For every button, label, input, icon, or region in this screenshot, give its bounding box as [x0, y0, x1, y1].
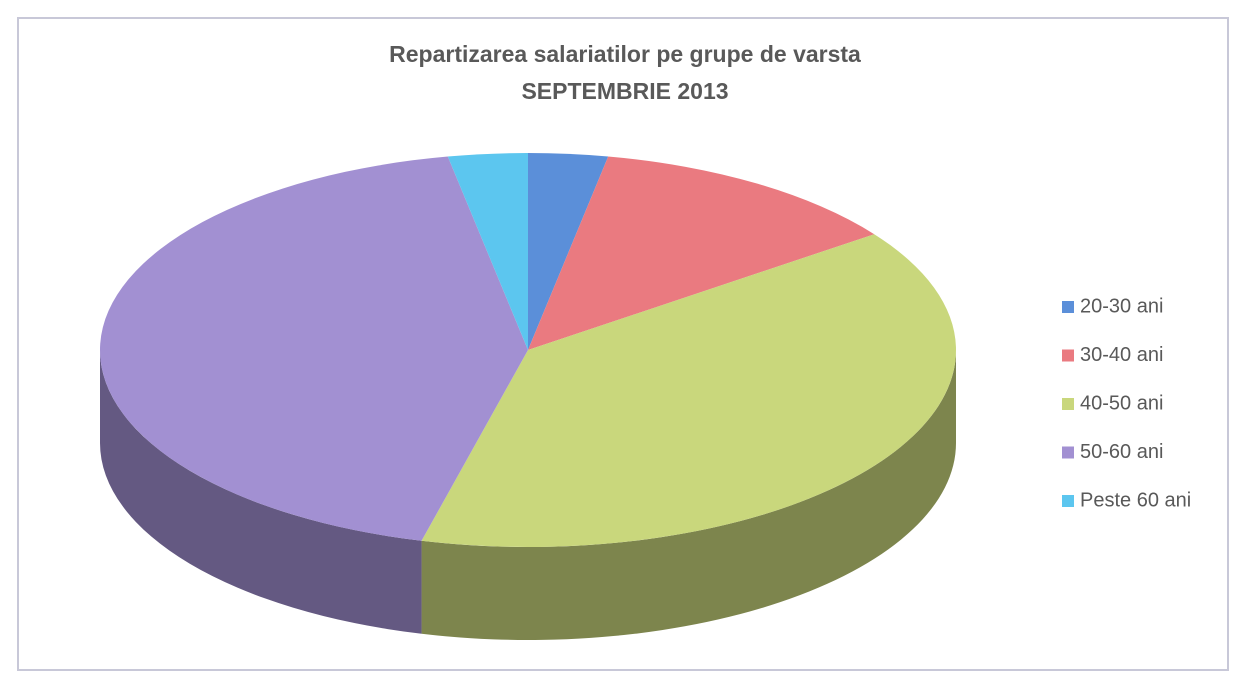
- slice-side: [421, 350, 956, 640]
- legend: 20-30 ani 30-40 ani 40-50 ani 50-60 ani Pest…: [1062, 295, 1191, 511]
- slice: [528, 153, 609, 350]
- legend-label: 30-40 ani: [1080, 344, 1163, 366]
- legend-label: 20-30 ani: [1080, 295, 1163, 317]
- legend-label: 40-50 ani: [1080, 392, 1163, 414]
- chart-subtitle: SEPTEMBRIE 2013: [521, 78, 728, 104]
- legend-swatch: [1062, 446, 1074, 459]
- slice: [447, 153, 528, 350]
- slice-side: [100, 350, 422, 634]
- slice: [528, 156, 875, 350]
- legend-swatch: [1062, 398, 1074, 410]
- slice: [99, 156, 528, 541]
- pie: [99, 153, 957, 640]
- slice: [421, 234, 957, 548]
- legend-swatch: [1062, 301, 1074, 313]
- legend-swatch: [1062, 495, 1074, 507]
- chart-title: Repartizarea salariatilor pe grupe de va…: [389, 41, 861, 67]
- legend-label: 50-60 ani: [1080, 441, 1163, 463]
- legend-label: Peste 60 ani: [1080, 489, 1191, 511]
- legend-swatch: [1062, 349, 1074, 362]
